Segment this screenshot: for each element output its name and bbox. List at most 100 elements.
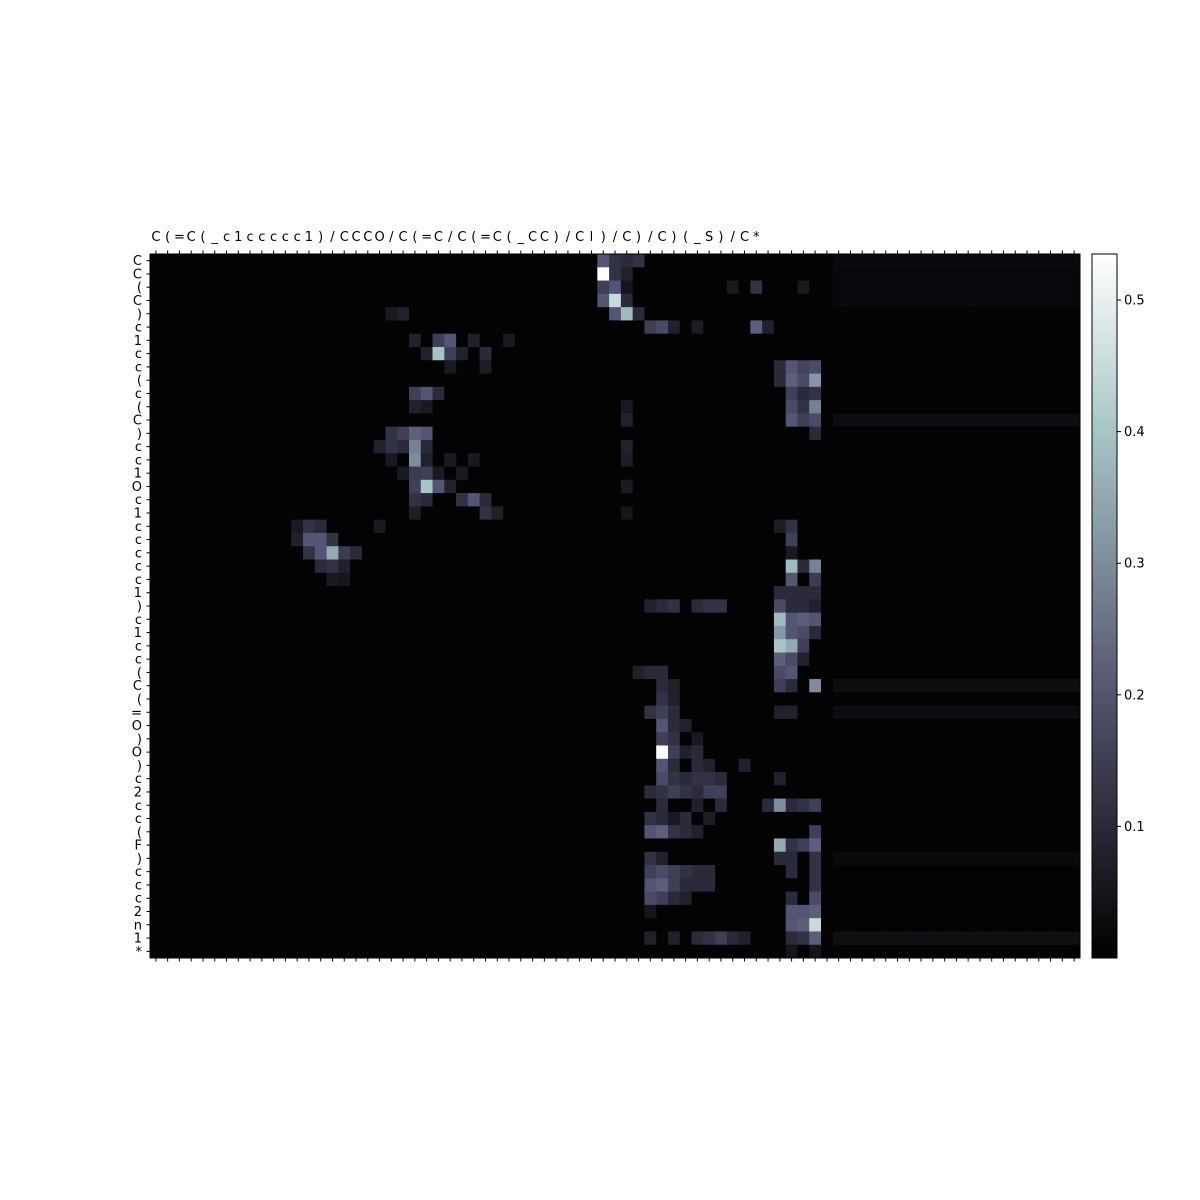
heatmap-cell: [373, 865, 386, 879]
heatmap-cell: [985, 679, 998, 693]
heatmap-cell: [444, 625, 457, 640]
heatmap-cell: [467, 479, 481, 494]
heatmap-cell: [785, 426, 798, 441]
heatmap-cell: [550, 865, 563, 879]
heatmap-cell: [503, 652, 516, 667]
heatmap-cell: [644, 825, 657, 839]
heatmap-cell: [738, 546, 751, 560]
heatmap-cell: [597, 506, 610, 521]
heatmap-cell: [809, 333, 822, 348]
heatmap-cell: [926, 865, 940, 879]
heatmap-cell: [538, 466, 551, 481]
heatmap-cell: [397, 878, 410, 892]
heatmap-cell: [679, 280, 692, 295]
heatmap-cell: [514, 825, 528, 839]
heatmap-cell: [244, 718, 257, 733]
heatmap-cell: [208, 426, 222, 441]
heatmap-cell: [303, 891, 316, 906]
heatmap-cell: [444, 254, 457, 268]
heatmap-cell: [585, 386, 598, 401]
heatmap-cell: [314, 413, 327, 428]
heatmap-cell: [373, 705, 386, 720]
heatmap-cell: [326, 307, 339, 321]
heatmap-cell: [938, 931, 951, 946]
heatmap-cell: [232, 798, 245, 813]
heatmap-cell: [562, 612, 575, 627]
heatmap-cell: [1056, 346, 1069, 361]
heatmap-cell: [397, 386, 410, 401]
heatmap-cell: [350, 705, 363, 720]
heatmap-cell: [809, 386, 822, 401]
heatmap-cell: [762, 307, 775, 321]
heatmap-cell: [314, 572, 327, 587]
x-tick-label: ): [718, 230, 723, 245]
heatmap-cell: [491, 546, 504, 560]
heatmap-cell: [950, 506, 963, 521]
heatmap-cell: [444, 705, 457, 720]
heatmap-cell: [691, 652, 704, 667]
heatmap-cell: [503, 293, 516, 308]
heatmap-cell: [726, 718, 740, 733]
heatmap-cell: [479, 439, 492, 454]
heatmap-cell: [303, 639, 316, 653]
heatmap-cell: [962, 493, 975, 507]
heatmap-cell: [350, 519, 363, 534]
heatmap-cell: [255, 599, 269, 614]
heatmap-cell: [456, 851, 469, 866]
heatmap-cell: [1056, 944, 1069, 959]
heatmap-cell: [926, 679, 940, 693]
heatmap-cell: [868, 851, 881, 866]
heatmap-cell: [514, 546, 528, 560]
x-tick-label: 1: [234, 230, 242, 245]
heatmap-cell: [432, 333, 445, 348]
heatmap-cell: [915, 825, 928, 839]
heatmap-cell: [868, 479, 881, 494]
heatmap-cell: [1056, 293, 1069, 308]
heatmap-cell: [985, 373, 998, 388]
heatmap-cell: [432, 891, 445, 906]
heatmap-cell: [479, 718, 492, 733]
heatmap-cell: [738, 586, 751, 600]
heatmap-cell: [514, 267, 528, 281]
heatmap-cell: [491, 506, 504, 521]
heatmap-cell: [726, 599, 740, 614]
heatmap-cell: [314, 479, 327, 494]
heatmap-cell: [762, 479, 775, 494]
heatmap-cell: [444, 280, 457, 295]
heatmap-cell: [467, 453, 481, 467]
heatmap-cell: [620, 772, 634, 786]
heatmap-cell: [197, 599, 210, 614]
heatmap-cell: [903, 572, 916, 587]
heatmap-cell: [255, 665, 269, 680]
heatmap-cell: [303, 865, 316, 879]
heatmap-cell: [208, 718, 222, 733]
heatmap-cell: [832, 718, 845, 733]
heatmap-cell: [350, 891, 363, 906]
heatmap-cell: [726, 559, 740, 574]
heatmap-cell: [444, 519, 457, 534]
x-tick-label: ): [636, 230, 641, 245]
heatmap-cell: [915, 745, 928, 760]
heatmap-cell: [255, 439, 269, 454]
heatmap-cell: [1044, 546, 1057, 560]
heatmap-cell: [197, 825, 210, 839]
heatmap-cell: [773, 586, 787, 600]
heatmap-cell: [609, 307, 622, 321]
heatmap-cell: [361, 280, 375, 295]
heatmap-cell: [950, 559, 963, 574]
heatmap-cell: [538, 772, 551, 786]
heatmap-cell: [844, 652, 857, 667]
heatmap-cell: [479, 493, 492, 507]
heatmap-cell: [856, 745, 869, 760]
heatmap-cell: [1032, 718, 1046, 733]
heatmap-cell: [197, 532, 210, 547]
heatmap-cell: [150, 692, 163, 707]
x-tick-label: (: [507, 230, 512, 245]
heatmap-cell: [220, 811, 233, 826]
heatmap-cell: [314, 426, 327, 441]
heatmap-cell: [762, 493, 775, 507]
heatmap-cell: [279, 333, 292, 348]
y-tick-label: ): [137, 600, 142, 615]
heatmap-cell: [1032, 798, 1046, 813]
heatmap-cell: [868, 612, 881, 627]
